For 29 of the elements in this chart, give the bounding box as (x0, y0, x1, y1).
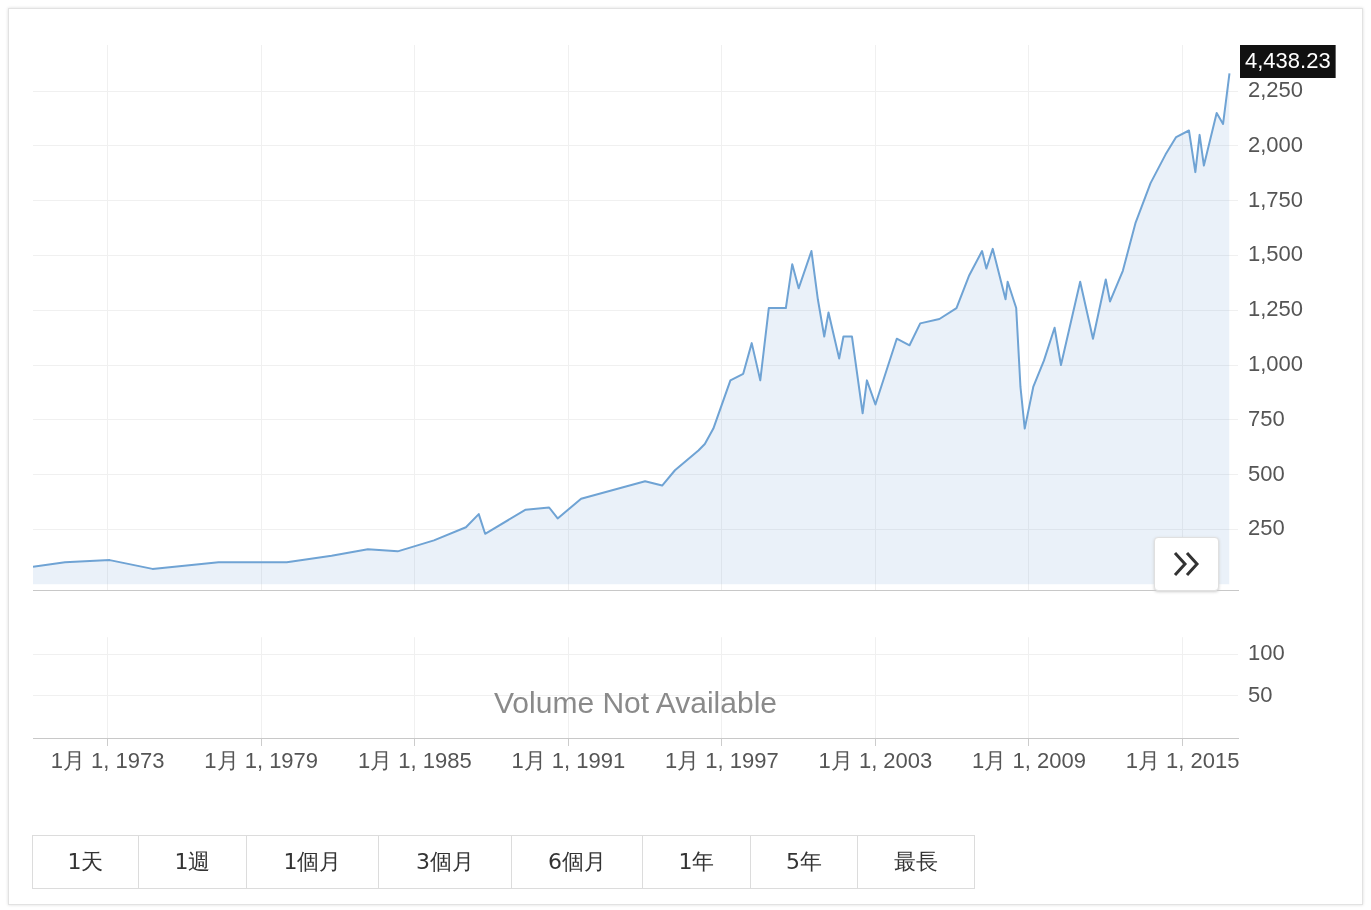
y-tick-label: 750 (1248, 405, 1285, 431)
text: 1年 (643, 836, 751, 888)
x-tick-label: 1月 1, 2009 (972, 748, 1086, 774)
text: 5年 (751, 836, 858, 888)
y-tick-label: 100 (1248, 640, 1285, 666)
x-tick-label: 1月 1, 2015 (1125, 748, 1240, 774)
text: 最長 (893, 848, 939, 876)
y-tick-label: 250 (1248, 515, 1285, 541)
text: 1天 (33, 836, 139, 888)
y-tick-label: 2,250 (1248, 77, 1304, 103)
y-tick-label: 500 (1248, 460, 1285, 486)
text: 6個月 (512, 836, 643, 888)
text: 1個月 (247, 836, 379, 888)
y-tick-label: 1,250 (1248, 296, 1304, 322)
y-tick-label: 1,000 (1248, 351, 1304, 377)
text: 1週 (139, 836, 247, 888)
x-tick-label: 1月 1, 1979 (204, 748, 319, 774)
y-tick-label: 1,750 (1248, 186, 1304, 212)
x-tick-label: 1月 1, 2003 (818, 748, 933, 774)
x-tick-label: 1月 1, 1997 (665, 748, 779, 774)
y-tick-label: 1,500 (1248, 241, 1304, 267)
x-tick-label: 1月 1, 1985 (357, 748, 472, 774)
text: 4,438.23 (1245, 48, 1331, 74)
annotation: Volume Not Available (494, 686, 777, 720)
y-tick-label: 2,000 (1248, 131, 1304, 157)
x-tick-label: 1月 1, 1991 (511, 748, 626, 774)
y-tick-label: 50 (1248, 682, 1273, 708)
x-tick-label: 1月 1, 1973 (50, 748, 165, 774)
text: 3個月 (379, 836, 512, 888)
